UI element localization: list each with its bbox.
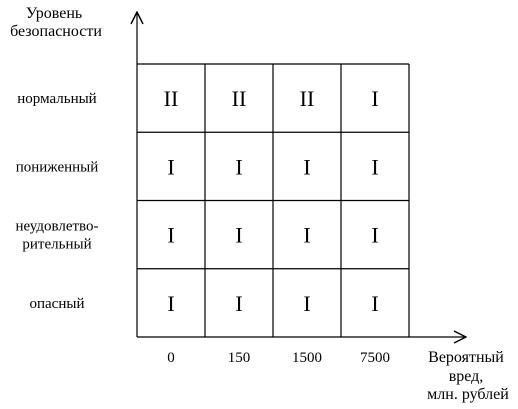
matrix-grid: [137, 63, 410, 337]
row-label: неудовлетво-рительный: [15, 219, 98, 253]
row-label: нормальный: [17, 91, 96, 107]
row-label: опасный: [30, 296, 85, 312]
matrix-cell: I: [167, 154, 174, 179]
matrix-cell: I: [371, 291, 378, 316]
column-label: 7500: [360, 350, 390, 366]
matrix-cell: I: [167, 291, 174, 316]
matrix-cell: I: [303, 154, 310, 179]
y-axis-title-line: Уровень: [26, 5, 82, 22]
matrix-cell: I: [303, 291, 310, 316]
matrix-cell: I: [167, 223, 174, 248]
matrix-cell: I: [235, 223, 242, 248]
matrix-cell: I: [303, 223, 310, 248]
y-axis-title: Уровень безопасности: [10, 5, 102, 40]
row-label: пониженный: [16, 159, 99, 175]
column-label: 0: [167, 350, 175, 366]
x-axis-title-line: Вероятный: [428, 349, 504, 366]
x-axis-title: Вероятный вред, млн. рублей: [427, 349, 509, 403]
matrix-cell: I: [371, 154, 378, 179]
matrix-cell: I: [235, 154, 242, 179]
row-label-line: рительный: [22, 237, 91, 253]
x-axis-title-line: вред,: [449, 368, 484, 385]
x-axis-title-line: млн. рублей: [427, 386, 509, 403]
matrix-cell: II: [232, 86, 247, 111]
row-label-line: неудовлетво-: [15, 219, 98, 235]
row-label-line: пониженный: [16, 159, 99, 175]
column-labels: 0 150 1500 7500: [167, 350, 390, 366]
matrix-cells: II II II II I I II I I II I I I: [164, 86, 379, 316]
column-label: 1500: [292, 350, 322, 366]
matrix-cell: I: [371, 86, 378, 111]
matrix-cell: II: [300, 86, 315, 111]
row-labels: нормальный пониженный неудовлетво-рительны…: [15, 91, 98, 312]
matrix-cell: I: [235, 291, 242, 316]
y-axis-title-line: безопасности: [10, 23, 102, 40]
row-label-line: опасный: [30, 296, 85, 312]
matrix-cell: II: [164, 86, 179, 111]
matrix-cell: I: [371, 223, 378, 248]
row-label-line: нормальный: [17, 91, 96, 107]
column-label: 150: [228, 350, 251, 366]
